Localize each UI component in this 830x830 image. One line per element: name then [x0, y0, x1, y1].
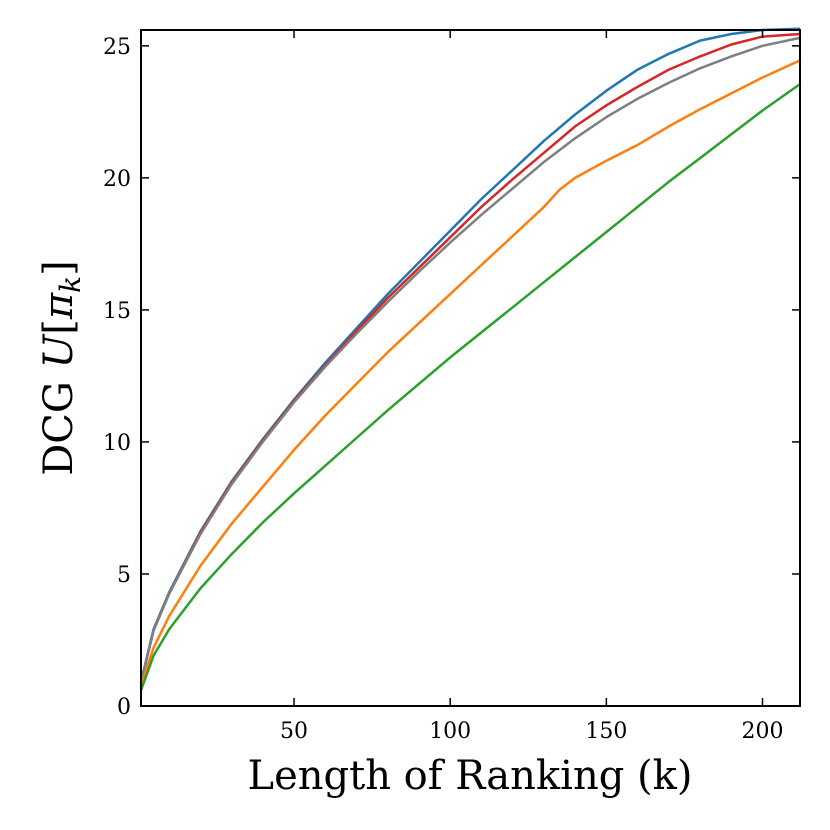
series-line-5	[139, 83, 801, 691]
series-line-3	[139, 36, 801, 683]
x-tick-label: 50	[280, 719, 308, 744]
plot-frame	[140, 29, 801, 707]
x-tick-label: 100	[429, 719, 471, 744]
y-tick-label: 0	[117, 695, 131, 720]
y-axis-label-prefix: DCG	[36, 368, 82, 475]
y-axis-label-pi: π	[36, 292, 82, 320]
y-tick-label: 5	[117, 563, 131, 588]
y-tick-label: 25	[103, 35, 131, 60]
x-tick-label: 150	[585, 719, 627, 744]
y-axis-label-subscript: k	[54, 276, 87, 293]
y-axis-label-open-bracket: [	[36, 319, 82, 335]
series-layer	[139, 27, 801, 691]
tick-layer: 50 100 150 200 0 5 10 15 20 25	[103, 30, 800, 744]
series-line-2	[139, 32, 801, 683]
y-axis-label-symbol: U	[36, 333, 82, 368]
y-tick-label: 10	[103, 431, 131, 456]
y-tick-label: 20	[103, 167, 131, 192]
x-tick-label: 200	[742, 719, 784, 744]
y-tick-label: 15	[103, 299, 131, 324]
y-axis-label: DCG U[πk]	[36, 260, 87, 476]
series-line-1	[139, 27, 801, 683]
x-axis-label: Length of Ranking (k)	[248, 753, 693, 799]
series-line-4	[139, 59, 801, 687]
y-axis-label-close-bracket: ]	[36, 260, 82, 276]
